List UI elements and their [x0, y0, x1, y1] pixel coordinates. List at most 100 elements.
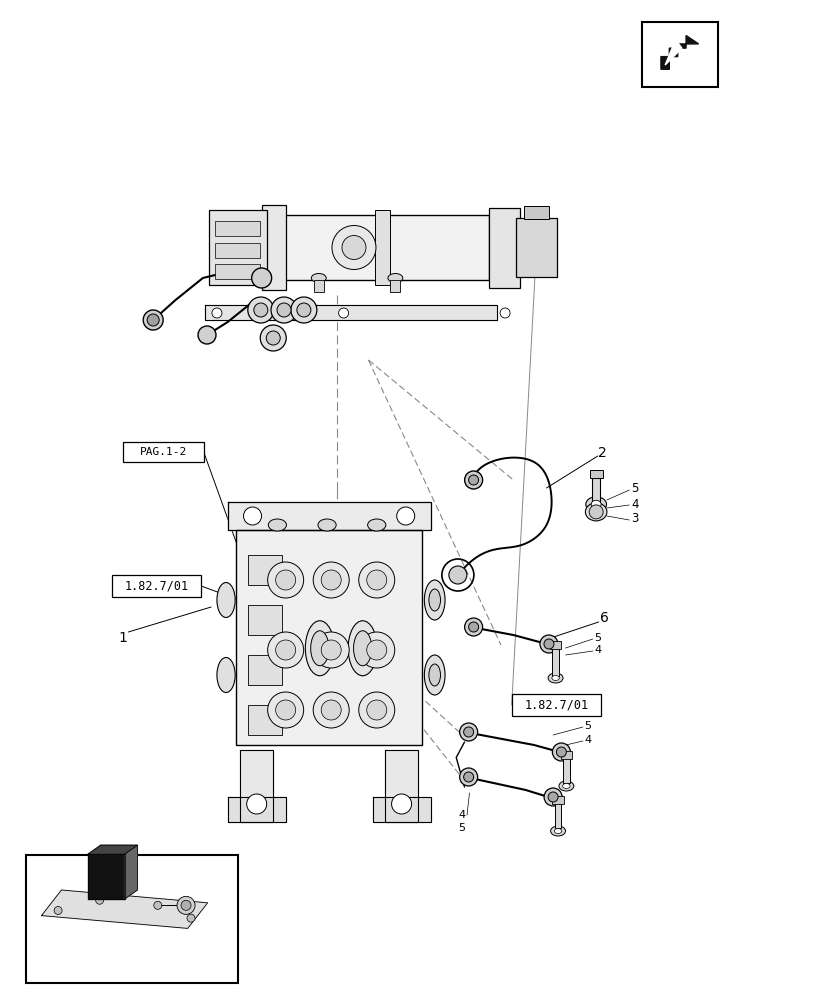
Bar: [281, 215, 488, 280]
Circle shape: [459, 768, 477, 786]
Text: 6: 6: [600, 611, 608, 625]
Ellipse shape: [305, 621, 334, 676]
Circle shape: [267, 632, 304, 668]
Circle shape: [463, 727, 473, 737]
Bar: [375, 210, 390, 285]
Ellipse shape: [550, 826, 565, 836]
Ellipse shape: [268, 519, 286, 531]
Circle shape: [181, 900, 191, 910]
Circle shape: [313, 632, 349, 668]
Circle shape: [198, 326, 216, 344]
Bar: [591, 478, 600, 504]
Circle shape: [543, 788, 562, 806]
Bar: [313, 280, 323, 292]
Ellipse shape: [367, 519, 385, 531]
Polygon shape: [240, 750, 273, 822]
Circle shape: [251, 268, 271, 288]
Ellipse shape: [217, 658, 235, 692]
Bar: [549, 641, 561, 649]
Bar: [511, 694, 600, 716]
Bar: [560, 751, 571, 759]
Bar: [523, 206, 548, 219]
Circle shape: [266, 331, 280, 345]
Bar: [215, 243, 260, 258]
Bar: [122, 442, 203, 462]
Circle shape: [391, 794, 411, 814]
Circle shape: [342, 235, 366, 259]
Circle shape: [177, 896, 195, 914]
Circle shape: [270, 297, 297, 323]
Circle shape: [539, 635, 557, 653]
Circle shape: [96, 896, 103, 904]
Polygon shape: [88, 854, 124, 899]
Circle shape: [464, 618, 482, 636]
Circle shape: [212, 308, 222, 318]
Bar: [208, 210, 266, 285]
Circle shape: [459, 723, 477, 741]
Circle shape: [313, 692, 349, 728]
Bar: [552, 648, 558, 676]
Polygon shape: [385, 750, 418, 822]
Ellipse shape: [423, 580, 445, 620]
Circle shape: [468, 475, 478, 485]
Circle shape: [187, 914, 195, 922]
Bar: [262, 205, 285, 290]
Circle shape: [366, 570, 386, 590]
Circle shape: [260, 325, 286, 351]
Ellipse shape: [311, 273, 326, 282]
Polygon shape: [227, 797, 285, 822]
Text: 5: 5: [594, 633, 600, 643]
Circle shape: [332, 226, 375, 269]
Bar: [112, 575, 201, 597]
Ellipse shape: [558, 781, 573, 791]
Circle shape: [297, 303, 310, 317]
Circle shape: [275, 570, 295, 590]
Polygon shape: [660, 35, 698, 69]
Text: 2: 2: [598, 446, 606, 460]
Circle shape: [396, 507, 414, 525]
Circle shape: [468, 622, 478, 632]
Bar: [236, 530, 422, 745]
Circle shape: [321, 570, 341, 590]
Circle shape: [500, 308, 509, 318]
Circle shape: [267, 692, 304, 728]
Circle shape: [290, 297, 317, 323]
Text: 4: 4: [630, 497, 638, 510]
Ellipse shape: [217, 582, 235, 617]
Text: 3: 3: [630, 512, 638, 526]
Circle shape: [589, 505, 602, 519]
Text: 5: 5: [584, 721, 590, 731]
Circle shape: [143, 310, 163, 330]
Ellipse shape: [428, 589, 440, 611]
Bar: [552, 796, 563, 804]
Ellipse shape: [554, 828, 561, 833]
Circle shape: [556, 747, 566, 757]
Circle shape: [321, 700, 341, 720]
Ellipse shape: [347, 621, 376, 676]
Circle shape: [358, 692, 394, 728]
Circle shape: [366, 700, 386, 720]
Circle shape: [366, 640, 386, 660]
Text: PAG.1-2: PAG.1-2: [139, 447, 187, 457]
Circle shape: [254, 303, 267, 317]
Text: 5: 5: [630, 483, 638, 495]
Polygon shape: [204, 305, 496, 320]
Bar: [215, 263, 260, 278]
Text: 4: 4: [584, 735, 591, 745]
Text: 1: 1: [118, 631, 127, 645]
Bar: [248, 555, 281, 585]
Circle shape: [277, 303, 290, 317]
Bar: [248, 705, 281, 735]
Circle shape: [267, 562, 304, 598]
Text: 5: 5: [458, 823, 465, 833]
Polygon shape: [41, 890, 208, 928]
Bar: [589, 470, 602, 478]
Circle shape: [338, 308, 348, 318]
Ellipse shape: [353, 631, 371, 666]
Bar: [562, 758, 569, 783]
Circle shape: [154, 901, 161, 909]
Ellipse shape: [552, 676, 559, 680]
Text: 1.82.7/01: 1.82.7/01: [124, 580, 189, 592]
Ellipse shape: [318, 519, 336, 531]
Circle shape: [247, 297, 274, 323]
